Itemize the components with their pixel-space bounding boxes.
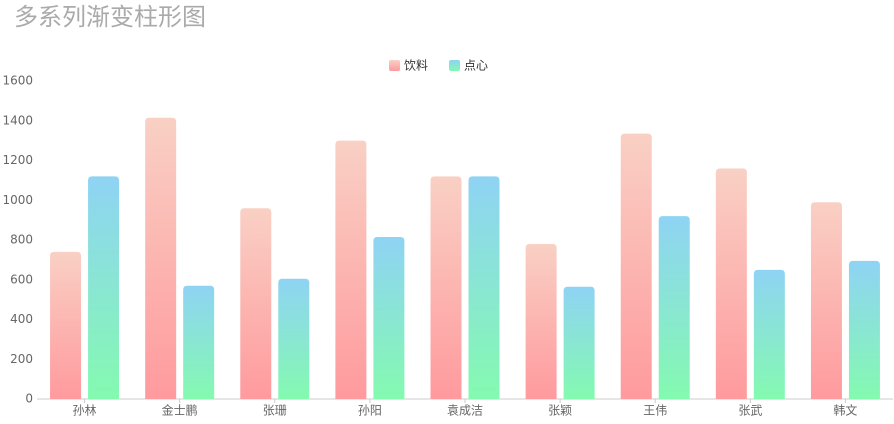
bar <box>50 251 82 399</box>
y-tick-label: 600 <box>10 272 33 286</box>
x-tick-label: 韩文 <box>833 403 857 418</box>
bar <box>848 260 880 399</box>
x-tick-label: 孙林 <box>73 404 97 418</box>
y-tick-label: 1400 <box>2 113 33 127</box>
bar <box>430 176 462 399</box>
y-tick-label: 1600 <box>2 74 33 88</box>
x-tick-label: 袁成洁 <box>447 404 483 418</box>
bar <box>810 202 842 399</box>
x-tick-label: 张武 <box>738 404 762 418</box>
bar <box>563 286 595 399</box>
bar <box>753 269 785 399</box>
bar <box>335 140 367 399</box>
y-tick-label: 400 <box>10 312 33 326</box>
bar <box>278 278 310 399</box>
x-tick-label: 孙阳 <box>358 404 382 418</box>
bar <box>715 168 747 399</box>
legend-swatch <box>389 60 400 71</box>
y-tick-label: 1000 <box>2 193 33 207</box>
legend-label: 饮料 <box>404 59 428 73</box>
bar <box>525 243 557 399</box>
y-tick-label: 800 <box>10 233 33 247</box>
bar <box>658 216 690 399</box>
y-tick-label: 0 <box>25 392 33 406</box>
bar <box>88 176 120 399</box>
bar <box>468 176 500 399</box>
y-tick-label: 200 <box>10 352 33 366</box>
bar <box>240 208 272 399</box>
y-tick-label: 1200 <box>2 153 33 167</box>
x-tick-label: 王伟 <box>643 404 667 418</box>
bar <box>620 133 652 399</box>
x-tick-label: 张珊 <box>263 404 287 418</box>
x-tick-label: 张颖 <box>548 404 572 418</box>
bar <box>145 117 177 400</box>
legend-swatch <box>449 60 460 71</box>
chart-title: 多系列渐变柱形图 <box>14 3 206 31</box>
legend-label: 点心 <box>464 59 488 73</box>
x-tick-label: 金士鹏 <box>162 403 198 418</box>
bar <box>373 237 405 399</box>
bar <box>183 285 215 399</box>
